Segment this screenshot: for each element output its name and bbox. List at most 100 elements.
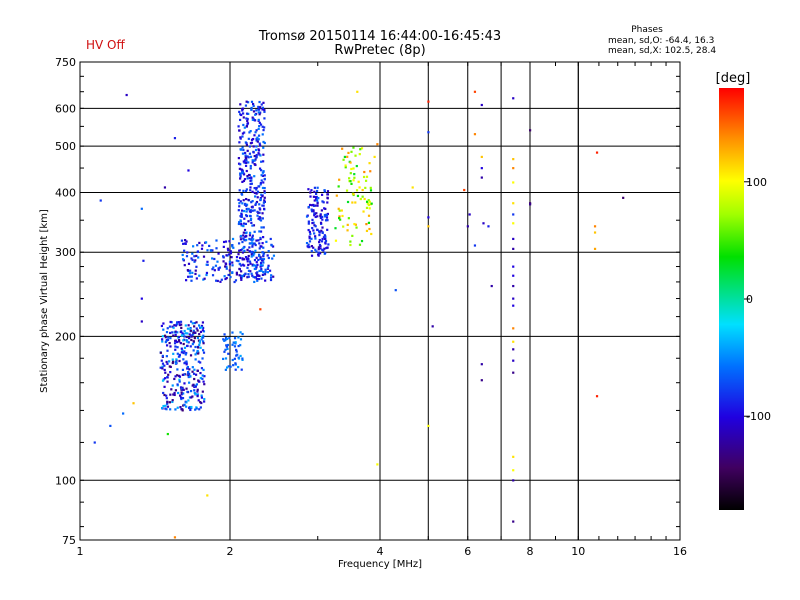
data-point [257,134,261,137]
data-point [239,136,242,139]
data-point [201,321,205,324]
data-point [262,181,265,184]
data-point [473,244,477,247]
data-point [235,259,238,262]
data-point [260,259,264,262]
data-point [249,164,252,168]
data-point [214,264,218,267]
data-point [512,158,515,161]
data-point [171,384,174,387]
data-point [174,375,177,378]
data-point [261,195,264,198]
data-point [325,214,329,217]
data-point [238,189,241,192]
data-point [325,216,329,219]
data-point [250,201,253,204]
data-point [187,324,190,327]
data-point [327,243,330,246]
data-point [255,261,258,264]
data-point [163,385,166,388]
data-point [173,324,176,327]
data-point [267,250,270,253]
data-point [231,244,234,247]
data-point [261,125,264,128]
data-point [245,210,248,213]
data-point [480,176,483,179]
data-point [512,304,515,307]
data-point [262,246,265,249]
data-point [240,222,243,226]
data-point [174,345,177,348]
data-point [272,254,276,257]
data-point [271,257,274,260]
data-point [263,178,266,181]
data-point [190,320,193,323]
data-point [224,240,228,243]
data-point [376,463,379,466]
data-point [346,223,349,226]
data-point [238,262,241,266]
data-point [262,226,265,229]
data-point [313,224,316,227]
data-point [260,257,263,261]
data-point [165,408,168,411]
data-point [255,256,258,259]
data-point [394,289,397,292]
data-point [175,374,179,377]
data-point [211,257,214,260]
data-point [235,255,239,259]
data-point [339,218,342,221]
x-tick-label: 2 [227,545,234,558]
data-point [202,334,205,337]
data-point [194,385,197,388]
data-point [183,382,186,385]
data-point [256,214,259,217]
data-point [310,210,314,213]
data-point [176,368,179,371]
data-point [241,109,244,112]
data-point [132,402,135,405]
data-point [209,249,213,252]
data-point [192,372,196,375]
data-point [234,368,237,371]
data-point [206,494,209,497]
x-tick-label: 4 [377,545,384,558]
data-point [255,239,258,242]
data-point [306,245,309,248]
data-point [321,218,324,221]
data-point [366,202,369,205]
data-point [166,362,169,365]
data-point [188,372,191,375]
data-point [263,117,266,120]
data-point [235,350,238,353]
data-point [187,399,190,402]
data-point [199,346,202,349]
data-point [256,279,259,282]
data-point [198,274,201,277]
data-point [180,351,183,354]
data-point [321,215,324,219]
data-point [182,358,185,361]
data-point [165,360,168,364]
data-point [161,340,164,343]
data-point [260,277,263,280]
data-point [224,348,227,351]
data-point [202,342,205,345]
data-point [241,358,244,361]
data-point [169,337,172,340]
data-point [319,214,322,217]
data-point [192,245,195,248]
data-point [184,239,187,242]
data-point [362,175,366,179]
data-point [183,350,186,353]
data-point [315,189,319,193]
data-point [239,276,243,279]
data-point [264,270,267,273]
data-point [256,263,259,266]
data-point [344,166,347,169]
data-point [326,228,329,231]
data-point [167,373,170,376]
data-point [191,384,194,387]
data-point [171,399,174,402]
data-point [199,401,202,404]
